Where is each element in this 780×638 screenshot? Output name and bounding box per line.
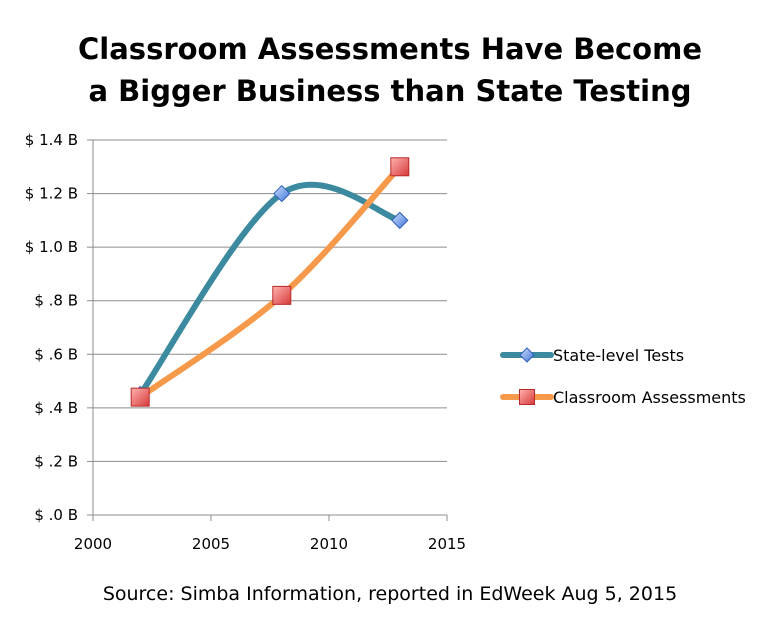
- y-tick-label: $ .0 B: [34, 506, 78, 524]
- legend: State-level Tests Classroom Assessments: [500, 346, 746, 407]
- marker-layer: [130, 157, 410, 407]
- legend-marker-classroom-assessments: [519, 389, 535, 405]
- legend-label-state-level-tests: State-level Tests: [553, 346, 684, 365]
- data-point-classroom-assessments: [390, 157, 410, 177]
- x-tick-label: 2010: [310, 535, 348, 553]
- chart-title-line-2: a Bigger Business than State Testing: [88, 74, 692, 108]
- chart-title: Classroom Assessments Have Become a Bigg…: [0, 28, 780, 112]
- grid-layer: [93, 139, 447, 462]
- data-point-state-level-tests: [273, 184, 291, 203]
- y-tick-label: $ 1.4 B: [25, 131, 78, 149]
- x-tick-label: 2000: [74, 535, 112, 553]
- y-tick-label: $ .8 B: [34, 292, 78, 310]
- data-point-classroom-assessments: [130, 387, 150, 407]
- series-layer: [137, 163, 403, 401]
- y-tick-label: $ .4 B: [34, 399, 78, 417]
- x-tick-label: 2015: [428, 535, 466, 553]
- axis-layer: $ .0 B $ .2 B $ .4 B $ .6 B $ .8 B $ 1.0 B $ 1…: [25, 131, 466, 553]
- y-tick-label: $ .6 B: [34, 345, 78, 363]
- source-note: Source: Simba Information, reported in E…: [102, 583, 678, 605]
- y-tick-label: $ 1.2 B: [25, 185, 78, 203]
- chart-title-line-1: Classroom Assessments Have Become: [78, 32, 702, 66]
- legend-label-classroom-assessments: Classroom Assessments: [553, 388, 746, 407]
- legend-marker-state-level-tests: [519, 347, 535, 363]
- y-tick-label: $ .2 B: [34, 452, 78, 470]
- y-tick-label: $ 1.0 B: [25, 238, 78, 256]
- data-point-classroom-assessments: [272, 285, 292, 305]
- x-tick-label: 2005: [192, 535, 230, 553]
- data-point-state-level-tests: [391, 211, 409, 230]
